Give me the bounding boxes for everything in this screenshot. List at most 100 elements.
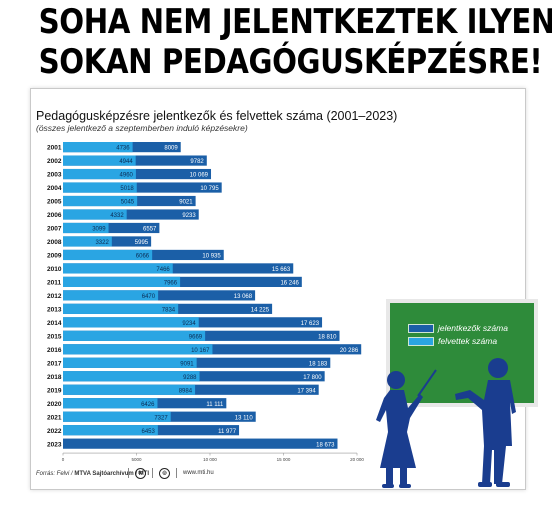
- legend-item-jelentkezok: jelentkezők száma: [408, 323, 508, 333]
- data-label-felvettek: 9091: [180, 361, 194, 367]
- footer-divider: [128, 468, 129, 478]
- bar-jelentkezok: [63, 209, 199, 220]
- footer-source: Forrás: Felvi / MTVA Sajtóarchívum / MTI: [36, 471, 149, 477]
- footer-logos: m ◎ www.mti.hu: [128, 466, 214, 480]
- y-tick-label: 2007: [47, 226, 62, 233]
- teacher-right-figure: [455, 358, 516, 487]
- bar-felvettek: [63, 330, 206, 341]
- y-tick-label: 2012: [47, 293, 62, 300]
- data-label-jelentkezok: 17 394: [297, 388, 316, 394]
- data-label-felvettek: 9234: [182, 321, 196, 327]
- bar-felvettek: [63, 384, 196, 395]
- chart-card: [30, 88, 526, 490]
- data-label-felvettek: 4736: [116, 146, 130, 152]
- data-label-felvettek: 7466: [156, 267, 170, 273]
- headline-line-1: SOHA NEM JELENTKEZTEK ILYEN: [38, 2, 552, 42]
- data-label-jelentkezok: 13 110: [235, 415, 254, 421]
- y-tick-label: 2022: [47, 428, 62, 435]
- bar-jelentkezok: [63, 182, 222, 193]
- data-label-jelentkezok: 9021: [179, 200, 193, 206]
- data-label-jelentkezok: 17 623: [301, 321, 320, 327]
- data-label-jelentkezok: 10 795: [200, 186, 219, 192]
- data-label-felvettek: 10 167: [191, 348, 210, 354]
- bar-felvettek: [63, 411, 171, 422]
- bar-felvettek: [63, 344, 213, 355]
- x-tick-label: 10 000: [203, 457, 217, 462]
- y-tick-label: 2017: [47, 360, 62, 367]
- y-tick-label: 2008: [47, 239, 62, 246]
- data-label-jelentkezok: 6557: [143, 227, 157, 233]
- y-tick-label: 2002: [47, 158, 62, 165]
- headline-line-2: SOKAN PEDAGÓGUSKÉPZÉSRE!: [38, 42, 543, 82]
- data-label-jelentkezok: 17 800: [303, 375, 322, 381]
- data-label-jelentkezok: 10 069: [190, 173, 209, 179]
- data-label-jelentkezok: 20 286: [340, 348, 359, 354]
- data-label-jelentkezok: 18 183: [309, 361, 328, 367]
- y-tick-label: 2023: [47, 441, 62, 448]
- y-tick-label: 2013: [47, 306, 62, 313]
- data-label-felvettek: 6426: [141, 402, 155, 408]
- data-label-jelentkezok: 18 673: [316, 442, 335, 448]
- bar-felvettek: [63, 276, 181, 287]
- data-label-felvettek: 7834: [162, 307, 176, 313]
- data-label-jelentkezok: 10 935: [202, 254, 221, 260]
- bar-felvettek: [63, 357, 197, 368]
- footer-url: www.mti.hu: [183, 470, 214, 476]
- footer-source-prefix: Forrás: Felvi /: [36, 471, 75, 477]
- data-label-jelentkezok: 15 663: [272, 267, 291, 273]
- bar-jelentkezok: [63, 276, 302, 287]
- bar-jelentkezok: [63, 168, 212, 180]
- bar-felvettek: [63, 425, 158, 436]
- bar-felvettek: [63, 263, 173, 274]
- legend-label-felvettek: felvettek száma: [438, 336, 498, 346]
- x-tick-label: 15 000: [277, 457, 291, 462]
- mti-logo-icon: m: [135, 467, 146, 479]
- bar-jelentkezok: [63, 438, 338, 449]
- bar-felvettek: [63, 317, 199, 328]
- data-label-felvettek: 9288: [183, 375, 197, 381]
- bar-felvettek: [63, 398, 158, 409]
- data-label-jelentkezok: 16 246: [280, 281, 299, 287]
- y-tick-label: 2005: [47, 199, 62, 206]
- y-tick-label: 2021: [47, 414, 62, 421]
- data-label-felvettek: 3322: [95, 240, 109, 246]
- bar-felvettek: [63, 155, 136, 166]
- mtva-logo-icon: ◎: [159, 467, 170, 479]
- bar-felvettek: [63, 249, 153, 261]
- chart-subtitle: (összes jelentkező a szeptemberben indul…: [36, 123, 248, 133]
- legend-board: jelentkezők száma felvettek száma: [386, 299, 538, 407]
- y-tick-label: 2019: [47, 387, 62, 394]
- data-label-jelentkezok: 9782: [190, 159, 204, 165]
- y-tick-label: 2018: [47, 374, 62, 381]
- bar-felvettek: [63, 371, 200, 382]
- bar-felvettek: [63, 182, 137, 193]
- data-label-jelentkezok: 11 111: [206, 402, 224, 408]
- teacher-figures-illustration: [376, 358, 516, 488]
- bar-jelentkezok: [63, 357, 331, 368]
- legend-swatch-jelentkezok: [408, 323, 434, 333]
- data-label-felvettek: 7327: [154, 415, 168, 421]
- y-tick-label: 2006: [47, 212, 62, 219]
- headline: SOHA NEM JELENTKEZTEK ILYEN SOKAN PEDAGÓ…: [0, 2, 552, 82]
- data-label-jelentkezok: 5995: [135, 240, 149, 246]
- data-label-felvettek: 8984: [179, 388, 193, 394]
- bar-felvettek: [63, 303, 179, 314]
- x-tick-label: 5000: [131, 457, 142, 462]
- y-tick-label: 2011: [47, 280, 61, 287]
- chart-title: Pedagógusképzésre jelentkezők és felvett…: [36, 109, 398, 123]
- y-tick-label: 2003: [47, 172, 62, 179]
- data-label-felvettek: 6453: [141, 429, 155, 435]
- y-tick-label: 2014: [47, 320, 62, 327]
- pointer-stick: [417, 369, 437, 397]
- legend-item-felvettek: felvettek száma: [408, 336, 497, 346]
- y-tick-label: 2004: [47, 185, 62, 192]
- data-label-felvettek: 9669: [189, 334, 203, 340]
- data-label-felvettek: 4332: [110, 213, 124, 219]
- bar-felvettek: [63, 290, 159, 301]
- footer-divider: [176, 468, 177, 478]
- y-tick-label: 2001: [47, 145, 62, 152]
- bar-jelentkezok: [63, 290, 256, 301]
- data-label-jelentkezok: 11 977: [218, 429, 237, 435]
- data-label-jelentkezok: 9233: [182, 213, 196, 219]
